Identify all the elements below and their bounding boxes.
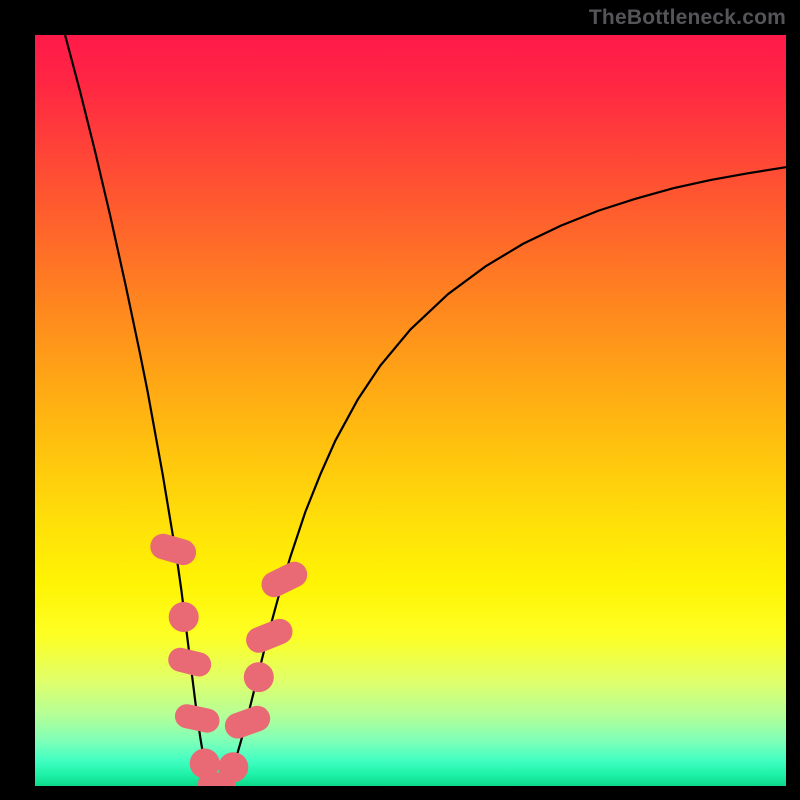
plot-area bbox=[35, 35, 786, 786]
chart-frame: TheBottleneck.com bbox=[0, 0, 800, 800]
marker-circle bbox=[218, 752, 248, 782]
chart-background bbox=[35, 35, 786, 786]
marker-circle bbox=[169, 602, 199, 632]
watermark-text: TheBottleneck.com bbox=[589, 6, 786, 30]
marker-circle bbox=[244, 662, 274, 692]
bottleneck-chart-svg bbox=[35, 35, 786, 786]
